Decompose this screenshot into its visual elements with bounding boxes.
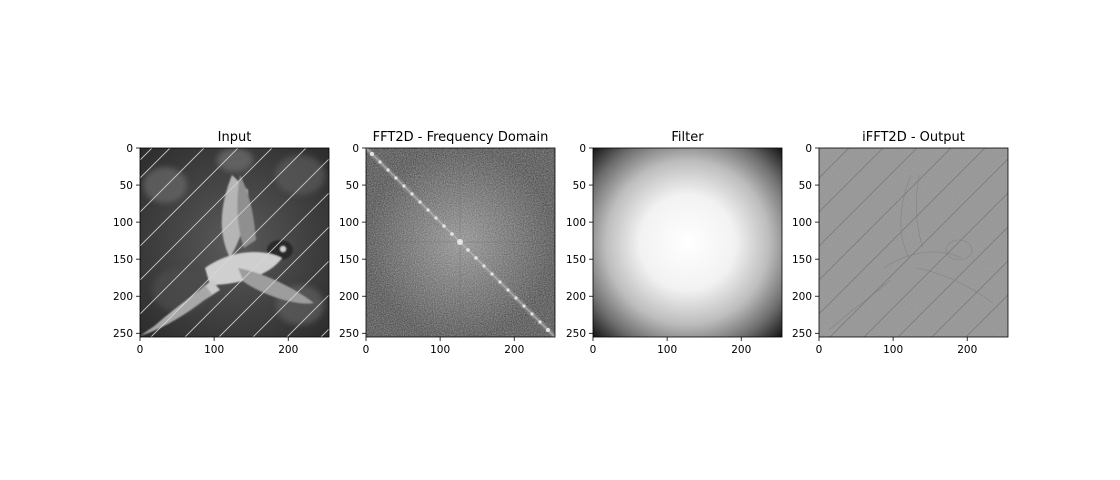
y-tick-label: 100 — [566, 217, 586, 229]
x-tick-label: 0 — [137, 344, 144, 356]
y-tick-label: 150 — [339, 254, 359, 266]
input-image — [140, 148, 329, 337]
parrot-shape — [140, 175, 314, 336]
y-tick-label: 50 — [120, 180, 133, 192]
y-tick-label: 250 — [792, 328, 812, 340]
y-tick-label: 250 — [566, 328, 586, 340]
x-tick-label: 200 — [504, 344, 524, 356]
x-tick-label: 200 — [278, 344, 298, 356]
panel-input: Input — [139, 130, 330, 338]
y-tick-label: 100 — [792, 217, 812, 229]
y-tick-label: 100 — [113, 217, 133, 229]
panel-fft: FFT2D - Frequency Domain — [365, 130, 556, 338]
y-tick-label: 250 — [339, 328, 359, 340]
x-tick-label: 100 — [657, 344, 677, 356]
panel-title: Input — [218, 130, 252, 145]
y-tick-label: 200 — [792, 291, 812, 303]
y-tick-label: 150 — [566, 254, 586, 266]
x-tick-label: 100 — [430, 344, 450, 356]
panel-filter: Filter — [592, 130, 783, 338]
y-tick-label: 200 — [339, 291, 359, 303]
y-tick-label: 0 — [126, 143, 133, 155]
y-tick-label: 200 — [113, 291, 133, 303]
y-tick-label: 250 — [113, 328, 133, 340]
y-tick-label: 50 — [799, 180, 812, 192]
panel-title: iFFT2D - Output — [862, 130, 965, 145]
x-tick-label: 0 — [816, 344, 823, 356]
panel-title: FFT2D - Frequency Domain — [373, 130, 549, 145]
y-tick-label: 200 — [566, 291, 586, 303]
y-tick-label: 150 — [792, 254, 812, 266]
y-tick-label: 100 — [339, 217, 359, 229]
x-tick-label: 200 — [731, 344, 751, 356]
y-tick-label: 0 — [579, 143, 586, 155]
panel-output: iFFT2D - Output — [818, 130, 1009, 338]
diagonal-stripes — [140, 148, 329, 337]
axes-2: 0 100 200 0 50 100 150 200 250 — [566, 143, 751, 356]
y-tick-label: 50 — [346, 180, 359, 192]
axes-3: 0 100 200 0 50 100 150 200 250 — [792, 143, 977, 356]
panel-title: Filter — [671, 130, 704, 145]
x-tick-label: 100 — [883, 344, 903, 356]
x-tick-label: 100 — [204, 344, 224, 356]
x-tick-label: 0 — [590, 344, 597, 356]
filter-image — [593, 148, 782, 337]
y-tick-label: 0 — [805, 143, 812, 155]
axes-0: 0 100 200 0 50 100 150 200 250 — [113, 143, 298, 356]
fft-diagonal-peaks — [370, 152, 550, 332]
axes-1: 0 100 200 0 50 100 150 200 250 — [339, 143, 524, 356]
x-tick-label: 0 — [363, 344, 370, 356]
output-image — [819, 148, 1008, 337]
y-tick-label: 150 — [113, 254, 133, 266]
y-tick-label: 50 — [573, 180, 586, 192]
y-tick-label: 0 — [352, 143, 359, 155]
x-tick-label: 200 — [957, 344, 977, 356]
fft-image — [366, 148, 555, 337]
